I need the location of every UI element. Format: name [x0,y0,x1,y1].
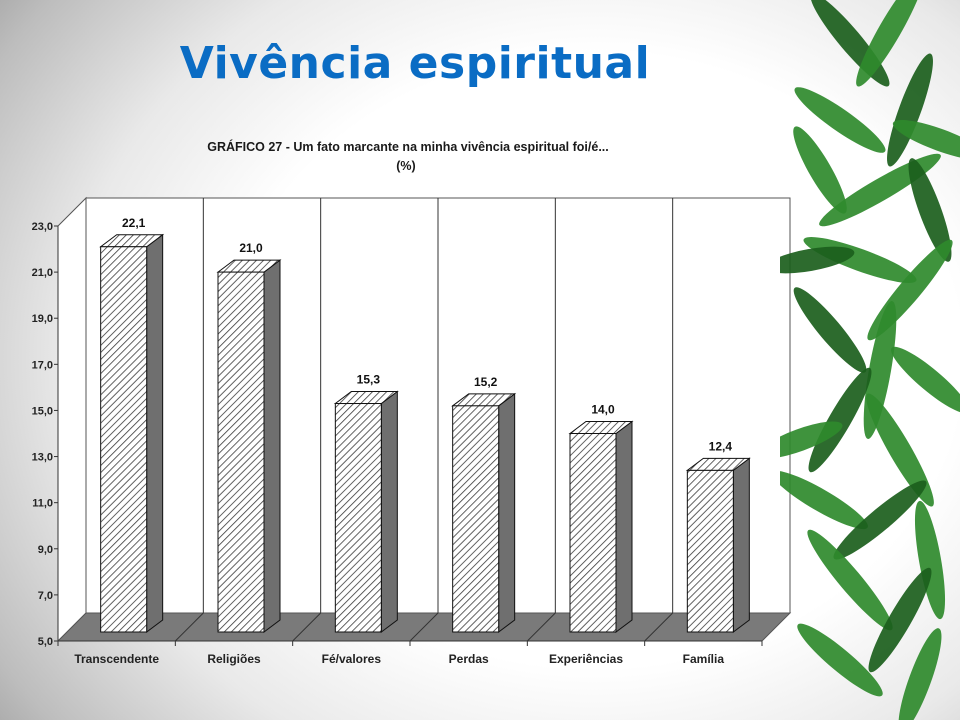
bamboo-leaf [807,529,893,631]
y-tick-label: 5,0 [38,636,53,648]
bar-side [498,392,516,633]
y-tick-label: 7,0 [38,590,53,602]
data-label: 22,1 [122,216,146,230]
chart-title: GRÁFICO 27 - Um fato marcante na minha v… [207,139,609,154]
floor-gridline [644,612,674,642]
floor-gridline [292,612,322,642]
bar-front [569,433,617,633]
y-tick-label: 15,0 [32,405,53,417]
bamboo-leaves-icon [780,0,960,720]
bamboo-leaf [866,393,934,507]
y-tick-label: 17,0 [32,359,53,371]
bamboo-leaf [780,470,868,530]
y-tick-label: 13,0 [32,452,53,464]
chart-subtitle: (%) [396,159,415,173]
y-tick-label: 21,0 [32,267,53,279]
bamboo-leaf [892,120,960,160]
y-tick-label: 19,0 [32,313,53,325]
y-axis: 5,0 7,0 9,0 11,0 13,0 15,0 17,0 19,0 21,0 23,0 [32,221,59,648]
floor-gridline [174,612,204,642]
floor-gridline [409,612,439,642]
bamboo-leaf [891,346,960,414]
bars: 22,1 21,0 15,3 15,2 14,0 12,4 [99,216,751,633]
bar-front [686,469,734,633]
bar: 21,0 [216,241,282,633]
bar: 22,1 [99,216,165,633]
bar-front [100,246,148,633]
y-tick-label: 23,0 [32,221,53,233]
bamboo-leaf [868,567,932,673]
bar-side [380,390,398,633]
bar: 12,4 [685,439,751,633]
y-tick-label: 11,0 [32,498,53,510]
x-tick-label: Religiões [207,652,261,666]
plot-area [56,196,792,643]
bar: 15,2 [451,375,517,633]
bamboo-leaf [908,158,952,262]
bar-side [732,457,750,633]
slide-title: Vivência espiritual [179,38,651,89]
bar: 14,0 [568,403,634,633]
bar-side [263,259,281,633]
bamboo-leaf [867,239,953,341]
y-tick-label: 9,0 [38,544,53,556]
bar-side [146,233,164,633]
data-label: 15,2 [474,375,498,389]
bamboo-leaf [794,87,886,153]
data-label: 21,0 [239,241,263,255]
bar-side [615,420,633,633]
bamboo-leaf [793,287,867,373]
bamboo-leaf [808,367,872,473]
data-label: 15,3 [357,373,381,387]
bamboo-leaf [856,0,924,87]
bamboo-leaf [833,480,927,560]
x-tick-label: Perdas [449,652,489,666]
bar-front [334,403,382,633]
side-wall [57,196,87,643]
bamboo-leaf [898,628,942,720]
x-axis: Transcendente Religiões Fé/valores Perdas Ex… [57,640,763,666]
x-tick-label: Transcendente [74,652,159,666]
bamboo-leaf [780,246,855,274]
x-tick-label: Família [683,652,725,666]
data-label: 12,4 [709,439,733,453]
bamboo-leaf [887,53,933,167]
x-tick-label: Experiências [549,652,623,666]
bamboo-leaf [780,421,843,459]
bamboo-leaf [914,500,946,620]
data-label: 14,0 [591,403,615,417]
bar-front [452,405,500,633]
floor-gridline [526,612,556,642]
bamboo-leaf [797,623,883,697]
bar-front [217,271,265,633]
x-tick-label: Fé/valores [322,652,382,666]
bamboo-leaf [793,126,847,214]
bar: 15,3 [333,373,399,633]
